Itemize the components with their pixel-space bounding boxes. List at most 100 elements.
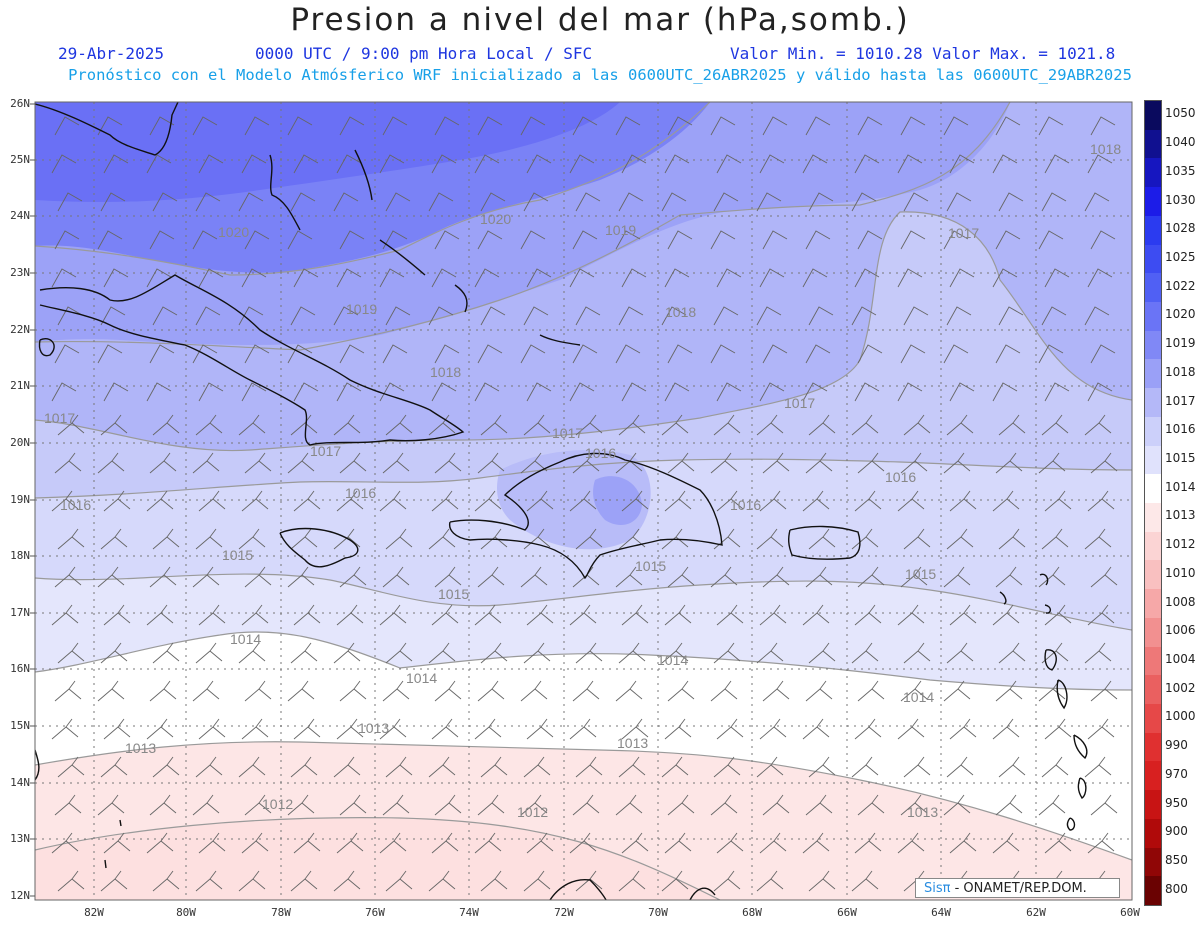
wind-barb [385,192,411,212]
wind-barb [287,116,313,136]
wind-barb [713,528,741,550]
wind-barb [1038,794,1066,816]
wind-barb [943,452,971,474]
colorbar-segment [1145,790,1161,820]
svg-text:1016: 1016 [585,445,616,461]
svg-text:1014: 1014 [903,689,934,705]
wind-barb [293,604,321,626]
wind-barb [1084,642,1112,664]
wind-barb [431,382,457,402]
wind-barb [333,192,359,212]
wind-barb [857,794,885,816]
wind-barb [946,192,972,212]
wind-barb [756,870,784,892]
wind-barb [434,794,462,816]
wind-barb [198,832,226,854]
wind-barb [293,382,319,402]
wind-barb [759,832,787,854]
wind-barb [523,414,551,436]
colorbar-segment [1145,244,1161,274]
wind-barb [192,680,220,702]
wind-barb [992,490,1020,512]
wind-barb [1084,306,1110,326]
wind-barb [762,230,788,250]
wind-barb [431,604,459,626]
wind-barb [946,414,974,436]
wind-barb [198,154,224,174]
wind-barb [192,794,220,816]
wind-barb [572,452,600,474]
wind-barb [480,756,508,778]
wind-barb [97,680,125,702]
wind-barb [854,604,882,626]
wind-barb [382,794,410,816]
wind-barb [756,306,782,326]
wind-barb [244,230,270,250]
pressure-colorbar [1144,100,1162,906]
wind-barb [759,154,785,174]
wind-barb [51,718,79,740]
wind-barb [428,414,456,436]
wind-barb [526,718,554,740]
colorbar-label: 1028 [1165,221,1196,236]
wind-barb [661,306,687,326]
wind-barb [808,528,836,550]
wind-barb [195,306,221,326]
wind-barb [897,268,923,288]
wind-barb [523,528,551,550]
wind-barb [57,192,83,212]
wind-barb [54,794,82,816]
colorbar-label: 900 [1165,824,1188,839]
wind-barb [287,344,313,364]
wind-barb [523,870,551,892]
lat-label-21n: 21N [10,379,30,392]
wind-barb [1044,268,1070,288]
wind-barb [808,414,836,436]
credit-box: Sisπ - ONAMET/REP.DOM. [915,878,1120,898]
wind-barb [192,230,218,250]
wind-barb [716,490,744,512]
wind-barb [713,414,741,436]
wind-barb [1084,528,1112,550]
wind-barb [480,192,506,212]
wind-barb [51,604,79,626]
wind-barb [379,832,407,854]
svg-text:1013: 1013 [125,740,156,756]
wind-barb [716,604,744,626]
wind-barb [241,490,269,512]
wind-barb [716,382,742,402]
forecast-model-info: Pronóstico con el Modelo Atmósferico WRF… [68,66,1132,84]
colorbar-segment [1145,129,1161,159]
wind-barb [661,642,689,664]
wind-barb [995,452,1023,474]
wind-barb [51,832,79,854]
wind-barb [943,116,969,136]
wind-barb [238,756,266,778]
wind-barb [569,604,597,626]
wind-barb [900,566,928,588]
wind-barb [756,192,782,212]
wind-barb [382,680,410,702]
wind-barb [520,794,548,816]
coast-lesser-antilles [999,573,1088,831]
wind-barb [152,528,180,550]
wind-barb [851,192,877,212]
wind-barb [428,642,456,664]
wind-barb [569,832,597,854]
wind-barb [1090,116,1116,136]
wind-barb [802,268,828,288]
wind-barb [943,344,969,364]
colorbar-label: 1004 [1165,651,1196,666]
wind-barb [621,154,647,174]
wind-barb [851,870,879,892]
wind-barb [1044,154,1070,174]
wind-barb [759,268,785,288]
colorbar-segment [1145,818,1161,849]
wind-barb [756,642,784,664]
colorbar-label: 1035 [1165,163,1196,178]
wind-barb [667,230,693,250]
wind-barb [293,268,319,288]
wind-barb [572,344,598,364]
wind-barb [198,604,226,626]
wind-barb [621,268,647,288]
